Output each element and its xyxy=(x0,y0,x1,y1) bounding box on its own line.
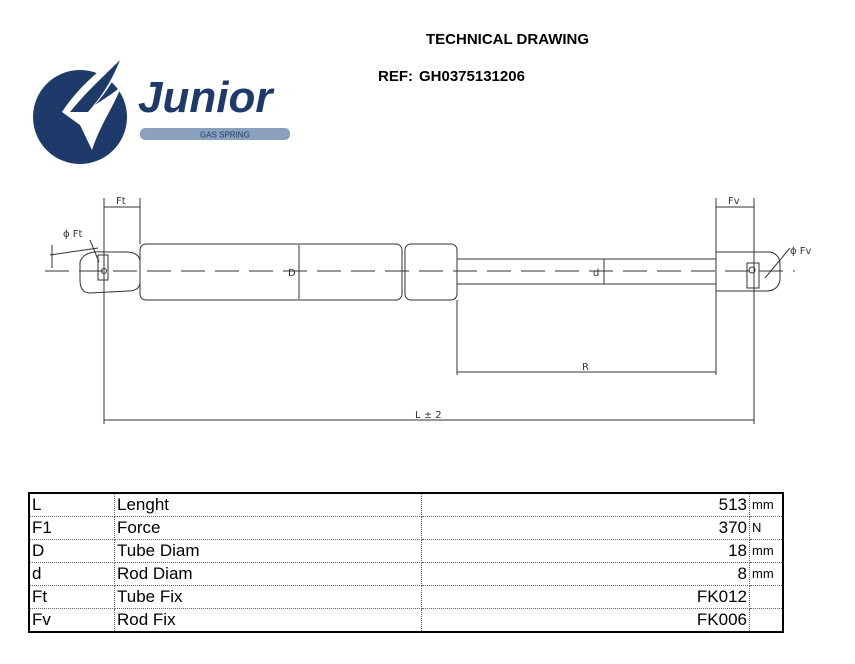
spec-row: D Tube Diam 18 mm xyxy=(29,539,784,563)
spec-unit: mm xyxy=(749,493,784,517)
spec-unit xyxy=(749,608,784,633)
rod-length-label: R xyxy=(582,362,589,373)
spec-unit: mm xyxy=(749,539,784,563)
spec-name: Rod Diam xyxy=(114,562,422,586)
spec-symbol: Ft xyxy=(29,585,115,609)
logo-tagline: GAS SPRING xyxy=(200,131,250,140)
tube-diam-label: D xyxy=(288,268,296,279)
spec-symbol: Fv xyxy=(29,608,115,633)
spec-unit xyxy=(749,585,784,609)
spec-symbol: d xyxy=(29,562,115,586)
tube-cap xyxy=(404,243,458,301)
spec-unit: mm xyxy=(749,562,784,586)
spec-value: 513 xyxy=(421,493,750,517)
spec-name: Force xyxy=(114,516,422,540)
tube-fitting xyxy=(79,251,141,294)
ref-value: GH0375131206 xyxy=(419,68,525,85)
spec-value: FK012 xyxy=(421,585,750,609)
tube-fitting-slot xyxy=(97,254,109,281)
logo-brand: Junior xyxy=(138,73,275,122)
rod-diam-label: d xyxy=(593,268,599,279)
ref-label: REF: xyxy=(378,68,413,85)
spec-row: d Rod Diam 8 mm xyxy=(29,562,784,586)
spec-symbol: L xyxy=(29,493,115,517)
fv-label: Fv xyxy=(728,196,740,207)
length-label: L ± 2 xyxy=(415,410,442,421)
spec-row: Fv Rod Fix FK006 xyxy=(29,608,784,633)
spec-symbol: F1 xyxy=(29,516,115,540)
spec-value: 18 xyxy=(421,539,750,563)
spec-row: Ft Tube Fix FK012 xyxy=(29,585,784,609)
spec-table: L Lenght 513 mm F1 Force 370 N D Tube Diam 18 mm d Ro… xyxy=(28,492,784,633)
spec-value: 8 xyxy=(421,562,750,586)
spec-row: L Lenght 513 mm xyxy=(29,493,784,517)
phi-ft-label: ϕ Ft xyxy=(63,229,83,240)
spec-symbol: D xyxy=(29,539,115,563)
spec-value: FK006 xyxy=(421,608,750,633)
drawing-title: TECHNICAL DRAWING xyxy=(426,31,590,48)
spec-value: 370 xyxy=(421,516,750,540)
spec-name: Tube Diam xyxy=(114,539,422,563)
gas-spring-drawing xyxy=(45,198,795,424)
spec-name: Tube Fix xyxy=(114,585,422,609)
spec-name: Lenght xyxy=(114,493,422,517)
junior-logo: Junior GAS SPRING xyxy=(33,50,290,164)
spec-unit: N xyxy=(749,516,784,540)
spec-row: F1 Force 370 N xyxy=(29,516,784,540)
reference: REF: GH0375131206 xyxy=(378,68,525,85)
rod-fitting xyxy=(715,251,781,292)
tube-body xyxy=(139,243,403,301)
phi-fv-label: ϕ Fv xyxy=(790,246,812,257)
spec-name: Rod Fix xyxy=(114,608,422,633)
ft-label: Ft xyxy=(116,196,126,207)
